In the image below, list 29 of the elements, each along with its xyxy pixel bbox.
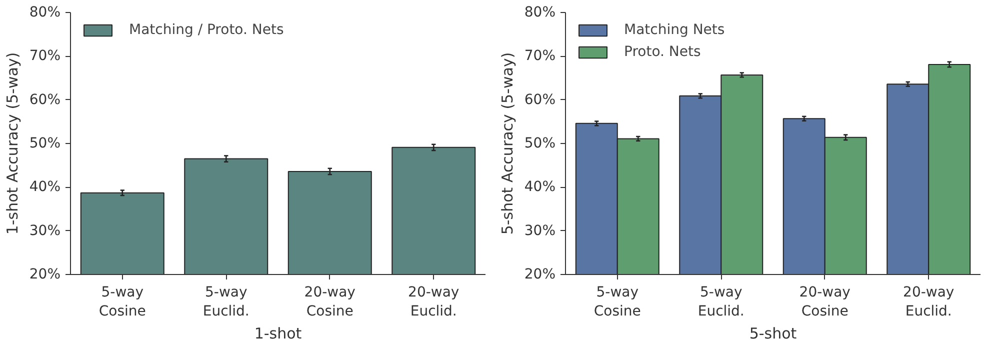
y-axis-title: 5-shot Accuracy (5-way) <box>498 52 516 235</box>
y-tick-label: 30% <box>29 222 61 239</box>
y-tick-label: 80% <box>524 4 556 20</box>
x-tick-label: 20-way Euclid. <box>408 284 460 320</box>
y-tick-label: 50% <box>524 136 556 152</box>
x-tick-label: 5-way Euclid. <box>202 284 250 320</box>
y-tick-label: 60% <box>29 92 61 108</box>
x-axis-title: 5-shot <box>749 324 797 343</box>
x-axis-title: 1-shot <box>254 324 302 343</box>
x-tick-label: 20-way Euclid. <box>903 284 954 320</box>
y-axis-title: 1-shot Accuracy (5-way) <box>3 52 22 235</box>
y-tick-label: 20% <box>524 266 556 282</box>
y-tick-label: 50% <box>29 136 61 152</box>
legend-label: Matching / Proto. Nets <box>129 22 284 38</box>
x-tick-label: 5-way Cosine <box>594 284 641 320</box>
y-tick-label: 30% <box>524 222 556 239</box>
x-tick-label: 5-way Cosine <box>98 284 146 320</box>
y-tick-label: 70% <box>29 48 61 64</box>
y-tick-label: 60% <box>524 92 556 108</box>
y-tick-label: 20% <box>29 266 61 282</box>
y-tick-label: 70% <box>524 48 556 64</box>
x-tick-label: 5-way Euclid. <box>698 284 744 320</box>
y-tick-label: 40% <box>29 179 61 196</box>
x-tick-label: 20-way Cosine <box>799 284 850 320</box>
legend-label: Proto. Nets <box>624 44 701 60</box>
y-tick-label: 40% <box>524 179 556 196</box>
y-tick-label: 80% <box>29 4 61 20</box>
legend-label: Matching Nets <box>624 22 725 38</box>
x-tick-label: 20-way Cosine <box>304 284 356 320</box>
